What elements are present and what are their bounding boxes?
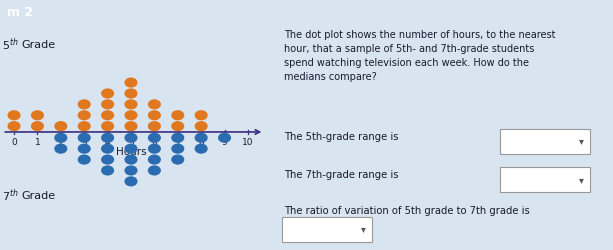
Circle shape	[124, 110, 137, 120]
Circle shape	[101, 99, 114, 110]
Circle shape	[78, 99, 91, 110]
Text: The 7th-grade range is: The 7th-grade range is	[284, 170, 398, 180]
FancyBboxPatch shape	[282, 217, 372, 242]
Text: 1: 1	[34, 138, 40, 147]
Circle shape	[124, 176, 137, 186]
Text: $5^{th}$: $5^{th}$	[2, 36, 19, 53]
Circle shape	[78, 144, 91, 154]
Circle shape	[171, 110, 185, 120]
Text: ▾: ▾	[579, 175, 584, 185]
Text: 0: 0	[11, 138, 17, 147]
Circle shape	[194, 133, 208, 143]
Circle shape	[148, 144, 161, 154]
Circle shape	[78, 110, 91, 120]
Circle shape	[55, 121, 67, 131]
Circle shape	[31, 110, 44, 120]
Circle shape	[101, 88, 114, 99]
Circle shape	[124, 78, 137, 88]
Text: 5: 5	[128, 138, 134, 147]
Circle shape	[124, 99, 137, 110]
Circle shape	[124, 88, 137, 99]
Circle shape	[148, 110, 161, 120]
Circle shape	[194, 110, 208, 120]
Text: The ratio of variation of 5th grade to 7th grade is: The ratio of variation of 5th grade to 7…	[284, 206, 530, 216]
Text: 7: 7	[175, 138, 181, 147]
Circle shape	[101, 165, 114, 175]
Circle shape	[124, 144, 137, 154]
Circle shape	[124, 133, 137, 143]
Text: Hours: Hours	[116, 148, 147, 158]
Circle shape	[148, 133, 161, 143]
Text: ▾: ▾	[579, 136, 584, 146]
Circle shape	[171, 144, 185, 154]
Text: Grade: Grade	[21, 40, 56, 50]
Circle shape	[31, 121, 44, 131]
Text: The dot plot shows the number of hours, to the nearest
hour, that a sample of 5t: The dot plot shows the number of hours, …	[284, 30, 555, 82]
Circle shape	[194, 121, 208, 131]
Circle shape	[148, 165, 161, 175]
Text: 8: 8	[198, 138, 204, 147]
Circle shape	[101, 144, 114, 154]
Circle shape	[101, 110, 114, 120]
FancyBboxPatch shape	[500, 128, 590, 154]
Circle shape	[55, 144, 67, 154]
Circle shape	[148, 121, 161, 131]
Text: ▾: ▾	[361, 224, 366, 234]
Circle shape	[101, 121, 114, 131]
Text: 10: 10	[242, 138, 254, 147]
Circle shape	[78, 121, 91, 131]
Text: 6: 6	[151, 138, 158, 147]
Circle shape	[7, 121, 21, 131]
Circle shape	[218, 133, 231, 143]
Circle shape	[101, 154, 114, 165]
Circle shape	[194, 144, 208, 154]
Text: Grade: Grade	[21, 190, 56, 200]
Circle shape	[101, 133, 114, 143]
FancyBboxPatch shape	[500, 167, 590, 192]
Circle shape	[124, 165, 137, 175]
Text: 3: 3	[82, 138, 87, 147]
Circle shape	[78, 133, 91, 143]
Circle shape	[171, 154, 185, 165]
Text: 2: 2	[58, 138, 64, 147]
Text: The 5th-grade range is: The 5th-grade range is	[284, 132, 398, 141]
Text: $7^{th}$: $7^{th}$	[2, 187, 19, 204]
Text: 9: 9	[222, 138, 227, 147]
Circle shape	[7, 110, 21, 120]
Circle shape	[148, 154, 161, 165]
Circle shape	[171, 133, 185, 143]
Text: 4: 4	[105, 138, 110, 147]
Text: m 2: m 2	[7, 6, 34, 19]
Circle shape	[171, 121, 185, 131]
Circle shape	[148, 99, 161, 110]
Circle shape	[55, 133, 67, 143]
Circle shape	[78, 154, 91, 165]
Circle shape	[124, 121, 137, 131]
Circle shape	[124, 154, 137, 165]
